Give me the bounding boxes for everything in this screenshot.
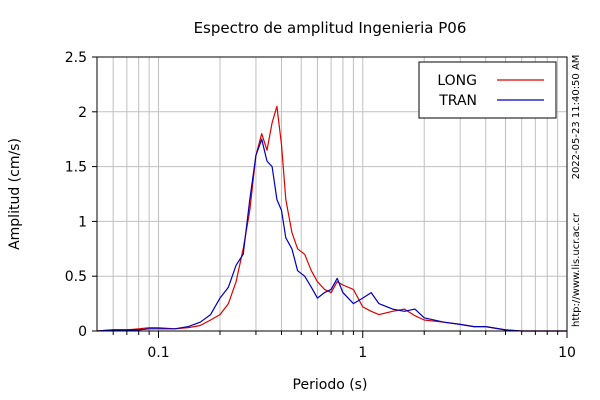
timestamp-label: 2022-05-23 11:40:50 AM <box>571 55 582 180</box>
series-line-tran <box>96 138 567 332</box>
x-axis-ticks: 0.1 1 10 <box>112 331 576 361</box>
y-axis-label: Amplitud (cm/s) <box>7 138 23 250</box>
y-tick-label: 1 <box>78 214 87 230</box>
x-tick-label: 0.1 <box>147 345 169 361</box>
y-tick-label: 0 <box>78 324 87 340</box>
grid <box>97 57 567 331</box>
legend-label-tran: TRAN <box>438 93 477 109</box>
y-axis-ticks: 0 0.5 1 1.5 2 2.5 <box>65 50 97 340</box>
series-lines <box>96 105 567 332</box>
legend: LONG TRAN <box>418 61 557 119</box>
series-line-long <box>96 105 567 332</box>
plot-frame <box>96 56 568 332</box>
x-tick-label: 10 <box>558 345 576 361</box>
source-url-label: http://www.lis.ucr.ac.cr <box>571 212 582 327</box>
x-axis-label: Periodo (s) <box>293 377 368 393</box>
y-tick-label: 2 <box>78 105 87 121</box>
y-tick-label: 1.5 <box>65 160 87 176</box>
chart-title: Espectro de amplitud Ingenieria P06 <box>194 19 467 37</box>
legend-label-long: LONG <box>437 73 477 89</box>
y-tick-label: 0.5 <box>65 269 87 285</box>
y-tick-label: 2.5 <box>65 50 87 66</box>
legend-box <box>418 61 557 119</box>
x-tick-label: 1 <box>358 345 367 361</box>
